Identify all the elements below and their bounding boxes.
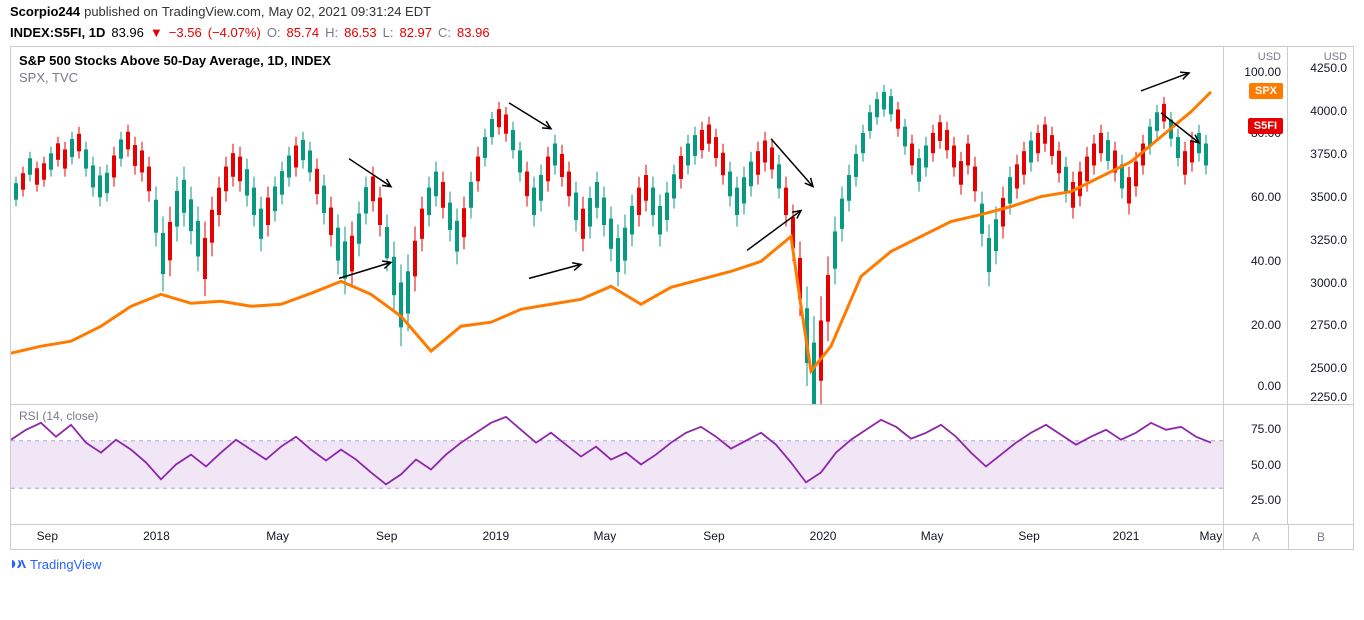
axis-tick: 3000.0 [1310, 276, 1347, 290]
ticker-change-pct: (−4.07%) [208, 25, 261, 40]
main-chart[interactable]: S&P 500 Stocks Above 50-Day Average, 1D,… [11, 47, 1353, 405]
axis1-header: USD [1258, 51, 1281, 63]
ohlc-l-label: L: [383, 25, 394, 40]
axis-tick: 3500.0 [1310, 190, 1347, 204]
axis-tick: 2500.0 [1310, 361, 1347, 375]
axis-tick: 60.00 [1251, 190, 1281, 204]
time-label: 2020 [810, 529, 837, 543]
footer-brand: TradingView [30, 557, 102, 572]
author: Scorpio244 [10, 4, 80, 19]
axis-toggle-a[interactable]: A [1223, 525, 1288, 549]
chart-subtitle: SPX, TVC [19, 70, 331, 85]
axis-tick: 4000.0 [1310, 104, 1347, 118]
axis-tick: 25.00 [1251, 493, 1281, 507]
axis-tick: 0.00 [1258, 379, 1281, 393]
axis-toggle-b[interactable]: B [1288, 525, 1353, 549]
axis-spx: USD 4250.04000.03750.03500.03250.03000.0… [1288, 47, 1353, 404]
s5fi-badge: S5FI [1248, 118, 1283, 134]
axis-s5fi: USD 100.0080.0060.0040.0020.000.00SPXS5F… [1223, 47, 1288, 404]
chart-container: S&P 500 Stocks Above 50-Day Average, 1D,… [10, 46, 1354, 550]
ticker-row: INDEX:S5FI, 1D 83.96 ▼ −3.56 (−4.07%) O:… [0, 23, 1364, 42]
axis-tick: 50.00 [1251, 458, 1281, 472]
axis-tick: 40.00 [1251, 254, 1281, 268]
site: TradingView.com, [162, 4, 265, 19]
publish-header: Scorpio244 published on TradingView.com,… [0, 0, 1364, 23]
ticker-change: −3.56 [169, 25, 202, 40]
spx-badge: SPX [1249, 83, 1283, 99]
time-label: May [266, 529, 289, 543]
ohlc-o-label: O: [267, 25, 281, 40]
ticker-symbol: INDEX:S5FI, 1D [10, 25, 105, 40]
axis-tick: 3750.0 [1310, 147, 1347, 161]
rsi-axis: 75.00 50.00 25.00 [1223, 405, 1288, 524]
time-buttons: A B [1223, 525, 1353, 549]
ticker-last: 83.96 [111, 25, 144, 40]
axis-tick: 20.00 [1251, 318, 1281, 332]
rsi-title: RSI (14, close) [19, 409, 98, 423]
time-label: Sep [703, 529, 724, 543]
rsi-chart[interactable]: RSI (14, close) 75.00 50.00 25.00 [11, 405, 1353, 525]
time-label: May [1200, 529, 1223, 543]
axis-tick: 2750.0 [1310, 318, 1347, 332]
published-text: published on [84, 4, 158, 19]
ohlc-o: 85.74 [287, 25, 320, 40]
axis-tick: 100.00 [1244, 65, 1281, 79]
time-axis: Sep 2018 May Sep 2019 May Sep 2020 May Sep 2021 May… [11, 525, 1353, 549]
axis-tick: 2250.0 [1310, 390, 1347, 404]
main-chart-area[interactable] [11, 47, 1223, 404]
timestamp: May 02, 2021 09:31:24 EDT [268, 4, 431, 19]
time-label: May [594, 529, 617, 543]
ohlc-h-label: H: [325, 25, 338, 40]
time-label: May [921, 529, 944, 543]
chart-title-block: S&P 500 Stocks Above 50-Day Average, 1D,… [19, 53, 331, 85]
rsi-axis2 [1288, 405, 1353, 524]
chart-title: S&P 500 Stocks Above 50-Day Average, 1D,… [19, 53, 331, 68]
time-label: 2021 [1113, 529, 1140, 543]
time-label: Sep [376, 529, 397, 543]
ohlc-l: 82.97 [399, 25, 432, 40]
time-label: 2019 [482, 529, 509, 543]
ohlc-c-label: C: [438, 25, 451, 40]
axis-tick: 75.00 [1251, 422, 1281, 436]
time-label: Sep [1018, 529, 1039, 543]
ohlc-h: 86.53 [344, 25, 377, 40]
time-labels: Sep 2018 May Sep 2019 May Sep 2020 May Sep 2021 May [11, 525, 1223, 549]
rsi-chart-area[interactable] [11, 405, 1223, 524]
axis-tick: 3250.0 [1310, 233, 1347, 247]
tradingview-logo-icon [10, 556, 26, 572]
axis-tick: 4250.0 [1310, 61, 1347, 75]
time-label: Sep [37, 529, 58, 543]
down-arrow-icon: ▼ [150, 25, 163, 40]
footer: TradingView [0, 550, 1364, 578]
time-label: 2018 [143, 529, 170, 543]
ohlc-c: 83.96 [457, 25, 490, 40]
